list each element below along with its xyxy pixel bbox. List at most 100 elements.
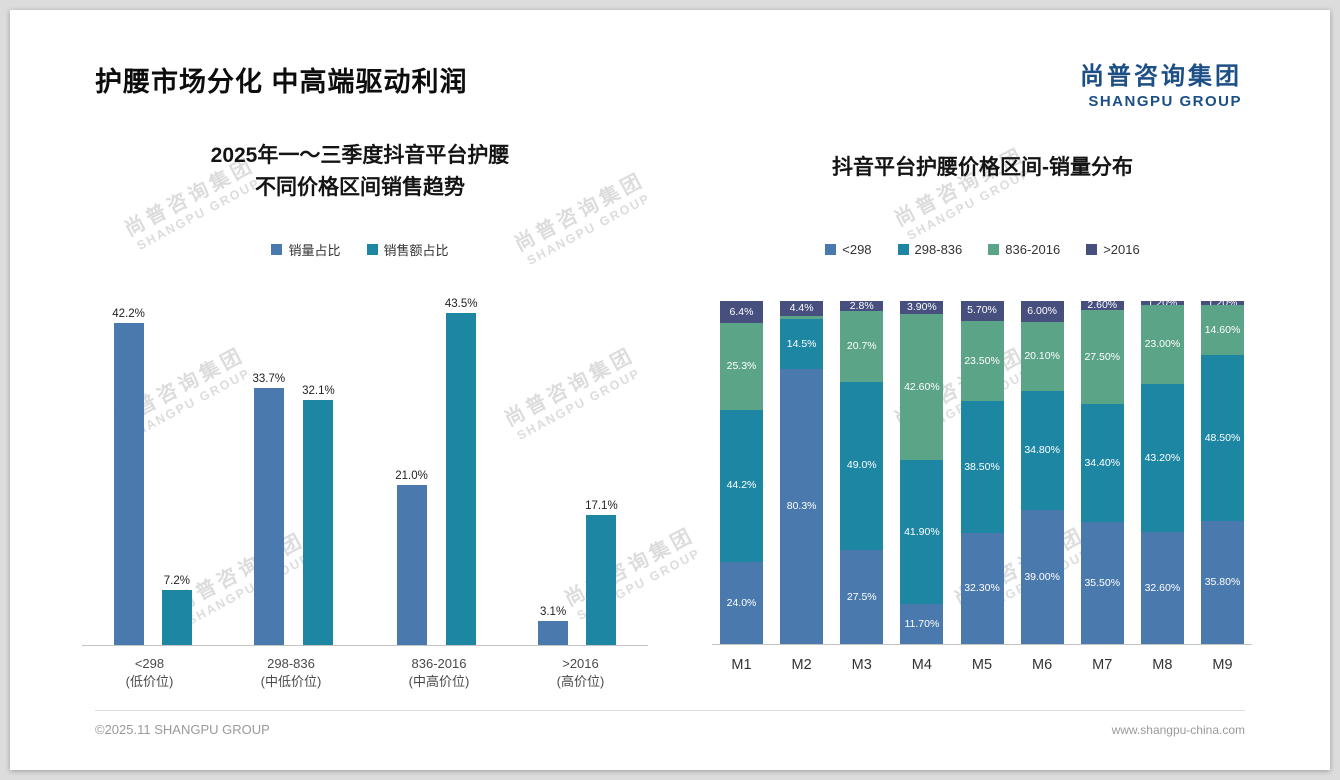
segment-value-label: 38.50% xyxy=(964,460,1000,473)
bar-segment: 3.90% xyxy=(900,300,944,315)
bar xyxy=(538,621,569,645)
bar-segment: 14.60% xyxy=(1201,305,1244,356)
bar-segment: 4.4% xyxy=(780,301,824,317)
logo-en-text: SHANGPU GROUP xyxy=(1088,93,1242,110)
bar-segment: 2.60% xyxy=(1080,300,1124,310)
bar-segment: 42.60% xyxy=(900,314,944,461)
bar-value-label: 3.1% xyxy=(539,606,567,618)
segment-value-label: 32.60% xyxy=(1144,581,1181,594)
stacked-bar: 35.50% 34.40% 27.50% 2.60% xyxy=(1080,300,1124,644)
segment-value-label: 14.5% xyxy=(786,337,817,350)
bar-column: 7.2% xyxy=(161,575,192,645)
segment-value-label: 27.5% xyxy=(846,590,877,603)
bar-segment: 35.80% xyxy=(1201,521,1244,644)
left-chart-title: 2025年一～三季度抖音平台护腰 不同价格区间销售趋势 xyxy=(70,140,650,203)
bar-segment: 48.50% xyxy=(1201,355,1244,522)
bar-segment: 5.70% xyxy=(960,300,1004,321)
left-chart-legend: 销量占比 销售额占比 xyxy=(70,240,650,259)
segment-value-label: 3.90% xyxy=(906,301,937,314)
bar-segment: 32.60% xyxy=(1140,532,1184,644)
stacked-bar: 39.00% 34.80% 20.10% 6.00% xyxy=(1020,301,1064,644)
stacked-bar: 80.3% 14.5% 4.4% xyxy=(780,301,824,644)
legend-label: 销量占比 xyxy=(288,243,341,258)
legend-label: <298 xyxy=(842,242,872,257)
segment-value-label: 49.0% xyxy=(846,459,877,472)
segment-value-label: 24.0% xyxy=(726,596,757,609)
bar-group: 42.2% 7.2% xyxy=(112,308,192,645)
bar-segment: 43.20% xyxy=(1140,384,1184,533)
bar-column: 43.5% xyxy=(445,298,477,645)
bar-segment xyxy=(780,316,824,319)
bar-segment: 34.40% xyxy=(1080,404,1124,523)
bar-value-label: 32.1% xyxy=(302,385,335,397)
segment-value-label: 20.10% xyxy=(1024,349,1060,362)
bar-value-label: 33.7% xyxy=(252,373,286,385)
segment-value-label: 20.7% xyxy=(846,339,877,352)
bar-segment: 11.70% xyxy=(900,603,944,644)
segment-value-label: 5.70% xyxy=(967,304,997,317)
legend-swatch xyxy=(366,244,378,255)
bar-value-label: 42.2% xyxy=(112,308,145,320)
bar-segment: 2.8% xyxy=(840,301,884,311)
segment-value-label: 6.00% xyxy=(1027,305,1058,318)
bar-segment: 27.5% xyxy=(840,549,884,644)
stacked-bar: 32.30% 38.50% 23.50% 5.70% xyxy=(960,300,1004,644)
x-axis-sublabel: (高价位) xyxy=(556,674,605,690)
x-axis-sublabel: (低价位) xyxy=(125,674,174,690)
bar-column: 21.0% xyxy=(395,470,428,645)
footer-website: www.shangpu-china.com xyxy=(1111,723,1245,737)
stacked-bar: 11.70% 41.90% 42.60% 3.90% xyxy=(900,300,944,644)
bar-value-label: 7.2% xyxy=(163,575,190,587)
legend-label: 298-836 xyxy=(914,242,963,257)
legend-item: 销售额占比 xyxy=(366,240,449,259)
bar-segment: 27.50% xyxy=(1080,309,1124,405)
left-chart-title-line2: 不同价格区间销售趋势 xyxy=(255,175,465,199)
segment-value-label: 48.50% xyxy=(1204,431,1241,444)
x-axis-sublabel: (中高价位) xyxy=(408,674,470,690)
bar-column: 3.1% xyxy=(538,606,569,645)
x-axis-label: M5 xyxy=(971,657,993,673)
legend-item: >2016 xyxy=(1086,242,1140,257)
legend-label: >2016 xyxy=(1103,242,1140,257)
legend-item: <298 xyxy=(825,242,872,257)
segment-value-label: 41.90% xyxy=(904,525,940,538)
left-chart-xaxis: <298 (低价位) 298-836 (中低价位) 836-2016 (中高价位) >201… xyxy=(82,655,648,691)
segment-value-label: 43.20% xyxy=(1144,451,1181,464)
segment-value-label: 4.4% xyxy=(789,302,814,315)
x-axis-label: M3 xyxy=(851,657,872,673)
segment-value-label: 25.3% xyxy=(726,360,757,373)
stacked-bar: 32.60% 43.20% 23.00% 1.20% xyxy=(1140,298,1184,644)
stacked-bar: 35.80% 48.50% 14.60% 1.20% xyxy=(1201,298,1244,644)
legend-label: 销售额占比 xyxy=(383,243,449,258)
left-chart-plot: 42.2% 7.2% 33.7% 32.1% 21.0% 43.5% 3.1% 17.1% xyxy=(82,298,648,646)
x-axis-label: <298 (低价位) xyxy=(126,655,174,691)
right-chart-xaxis: M1 M2 M3 M4 M5 M6 M7 M8 M9 xyxy=(712,657,1252,673)
bar-segment: 44.2% xyxy=(720,409,763,562)
bar-segment: 20.7% xyxy=(840,310,884,382)
segment-value-label: 44.2% xyxy=(726,479,757,492)
bar-segment: 14.5% xyxy=(780,318,824,369)
segment-value-label: 1.20% xyxy=(1147,296,1178,309)
segment-value-label: 23.50% xyxy=(964,354,1000,367)
segment-value-label: 1.20% xyxy=(1207,296,1238,309)
bar-segment: 1.20% xyxy=(1140,298,1184,308)
bar xyxy=(396,485,427,645)
bar-segment: 1.20% xyxy=(1201,298,1244,308)
bar xyxy=(303,400,334,645)
legend-item: 298-836 xyxy=(897,242,963,257)
bar-column: 42.2% xyxy=(112,308,145,645)
segment-value-label: 39.00% xyxy=(1024,570,1060,583)
x-axis-label: M8 xyxy=(1152,657,1173,673)
legend-label: 836-2016 xyxy=(1005,242,1061,257)
segment-value-label: 42.60% xyxy=(904,381,940,394)
segment-value-label: 34.40% xyxy=(1084,456,1121,469)
segment-value-label: 35.50% xyxy=(1084,576,1121,589)
stacked-bar: 27.5% 49.0% 20.7% 2.8% xyxy=(840,301,884,644)
bar-segment: 23.50% xyxy=(960,320,1004,402)
legend-swatch xyxy=(825,244,837,255)
bar-segment: 23.00% xyxy=(1140,305,1184,385)
right-chart-title: 抖音平台护腰价格区间-销量分布 xyxy=(832,156,1133,179)
bar-segment: 35.50% xyxy=(1080,522,1124,644)
segment-value-label: 11.70% xyxy=(904,617,940,630)
